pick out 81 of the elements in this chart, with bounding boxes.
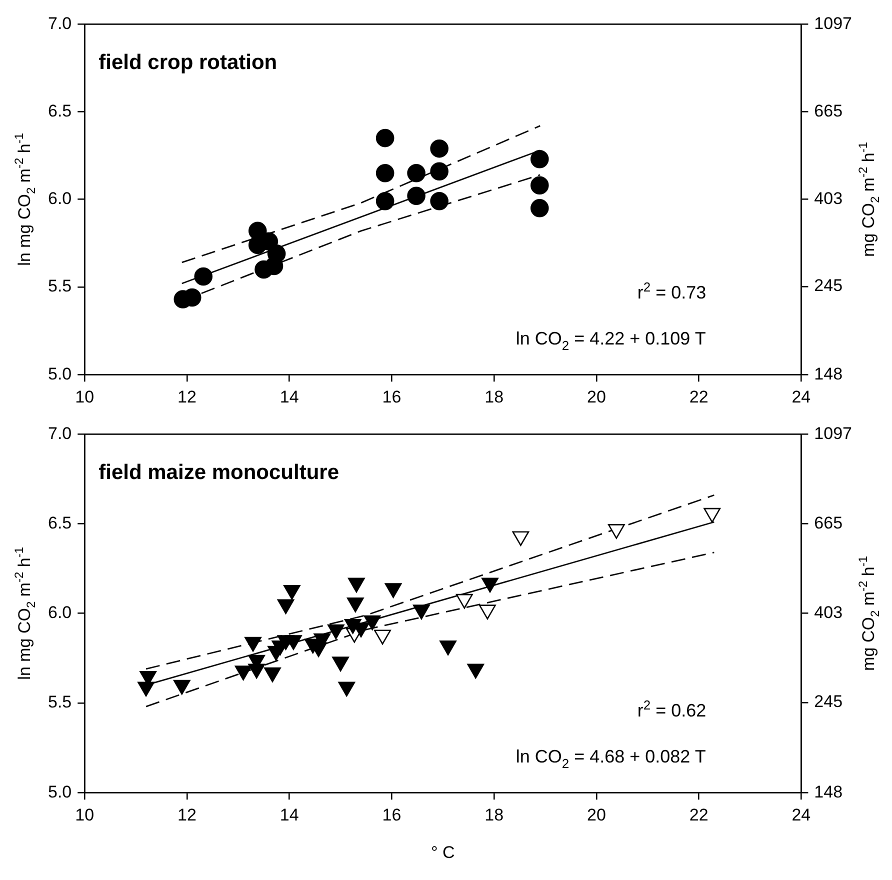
point <box>407 164 426 182</box>
point <box>608 524 625 539</box>
y-tick-label: 7.0 <box>48 14 72 33</box>
y2-tick-label: 148 <box>814 364 843 384</box>
x-tick-label: 14 <box>280 387 299 406</box>
point <box>704 508 721 523</box>
x-tick-label: 18 <box>484 387 504 406</box>
y-tick-label: 6.5 <box>48 513 72 532</box>
x-tick-label: 12 <box>178 805 196 824</box>
point <box>376 128 394 148</box>
y2-tick-label: 245 <box>814 692 843 712</box>
x-tick-label: 12 <box>178 387 196 406</box>
y2-tick-label: 245 <box>814 276 843 296</box>
point <box>412 604 430 620</box>
point <box>530 176 549 195</box>
point <box>277 599 294 614</box>
point <box>430 162 448 181</box>
y-tick-label: 5.5 <box>48 276 72 296</box>
y2-tick-label: 148 <box>814 782 843 802</box>
x-tick-label: 24 <box>792 387 811 406</box>
y-tick-label: 5.0 <box>48 782 72 802</box>
x-tick-label: 22 <box>689 387 708 406</box>
point <box>346 598 364 612</box>
point <box>482 578 498 593</box>
point <box>285 635 302 650</box>
point <box>138 682 154 697</box>
point <box>173 680 190 695</box>
point <box>478 604 496 620</box>
y2-tick-label: 1097 <box>814 424 852 443</box>
y2-tick-label: 403 <box>814 603 843 622</box>
y-tick-label: 5.5 <box>48 692 72 712</box>
x-tick-label: 14 <box>280 805 299 824</box>
y2-tick-label: 665 <box>814 101 843 120</box>
y-tick-label: 6.0 <box>48 189 72 208</box>
point <box>194 267 213 286</box>
text: field maize monoculture <box>98 461 340 484</box>
point <box>467 664 484 679</box>
point <box>407 186 426 206</box>
x-tick-label: 20 <box>586 387 606 406</box>
point <box>338 682 356 697</box>
x-tick-label: 10 <box>75 387 94 406</box>
point <box>327 624 344 640</box>
y-axis-title: ln mg CO2 m-2 h-1 <box>12 546 38 680</box>
point <box>384 583 402 598</box>
point <box>376 164 394 182</box>
point <box>456 594 473 609</box>
y2-axis-title: mg CO2 m-2 h-1 <box>856 556 882 671</box>
x-tick-label: 20 <box>586 805 606 824</box>
point <box>348 578 365 593</box>
y2-axis-title: mg CO2 m-2 h-1 <box>856 142 882 257</box>
point <box>283 584 300 600</box>
y2-tick-label: 403 <box>814 189 843 208</box>
x-tick-label: 18 <box>484 805 504 824</box>
x-tick-label: 16 <box>382 387 402 406</box>
point <box>430 192 448 210</box>
point <box>244 636 262 652</box>
point <box>512 531 530 546</box>
point <box>376 192 394 210</box>
point <box>374 630 391 645</box>
x-axis-title: ° C <box>431 843 455 862</box>
point <box>530 150 549 168</box>
point <box>332 656 349 672</box>
y2-tick-label: 665 <box>814 513 843 532</box>
point <box>530 199 549 218</box>
x-tick-label: 22 <box>689 805 708 824</box>
y-tick-label: 6.0 <box>48 603 72 622</box>
text: field crop rotation <box>98 51 278 74</box>
point <box>234 666 252 680</box>
y-tick-label: 6.5 <box>48 101 72 120</box>
x-tick-label: 10 <box>75 805 94 824</box>
x-tick-label: 16 <box>382 805 402 824</box>
point <box>264 256 284 276</box>
y-axis-title: ln mg CO2 m-2 h-1 <box>12 132 38 266</box>
point <box>264 667 281 682</box>
point <box>430 139 448 158</box>
y-tick-label: 7.0 <box>48 424 72 443</box>
x-tick-label: 24 <box>792 805 811 824</box>
point <box>440 640 456 656</box>
y-tick-label: 5.0 <box>48 364 72 384</box>
point <box>364 615 381 630</box>
y2-tick-label: 1097 <box>814 14 852 33</box>
